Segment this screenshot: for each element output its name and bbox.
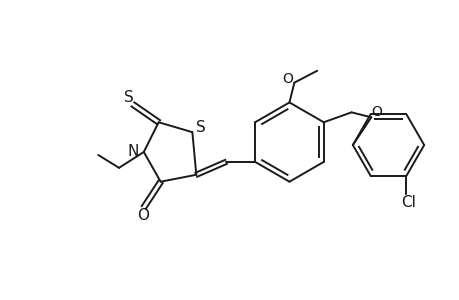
Text: O: O xyxy=(281,72,292,86)
Text: S: S xyxy=(124,90,134,105)
Text: O: O xyxy=(136,208,149,223)
Text: S: S xyxy=(196,120,206,135)
Text: Cl: Cl xyxy=(400,195,415,210)
Text: O: O xyxy=(370,105,381,119)
Text: N: N xyxy=(127,145,138,160)
